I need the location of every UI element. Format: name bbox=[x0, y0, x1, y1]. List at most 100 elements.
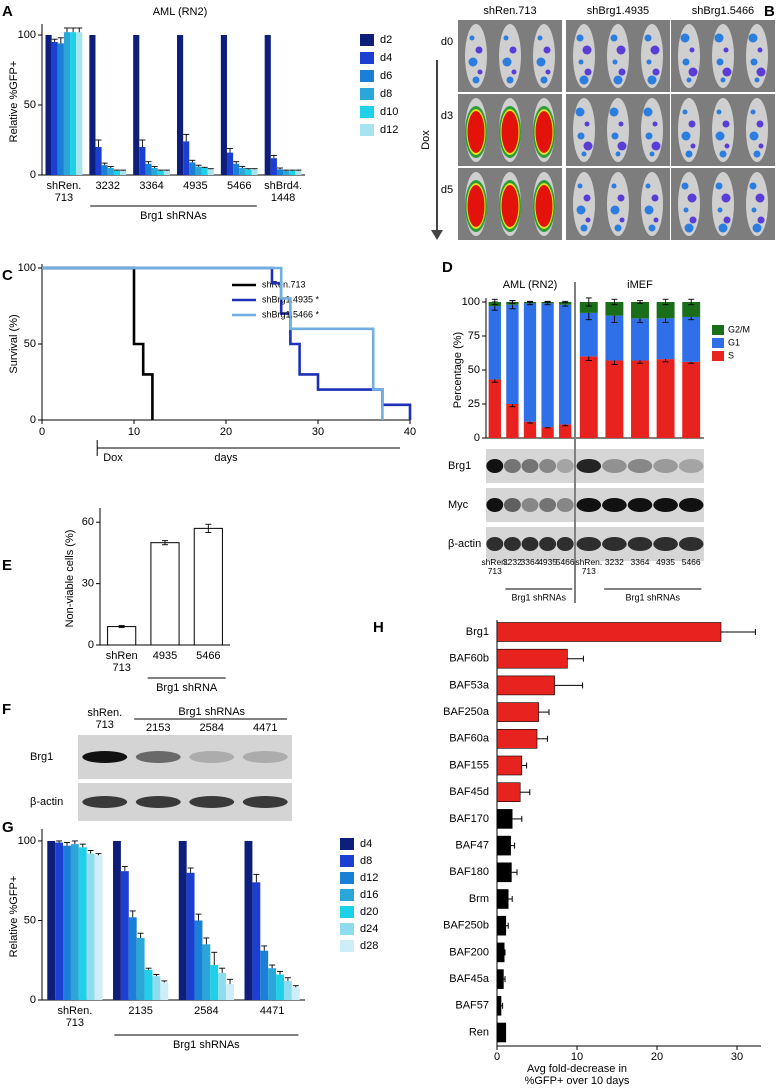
signal bbox=[610, 34, 618, 42]
y-tick-label: 50 bbox=[24, 338, 36, 350]
bar bbox=[260, 950, 269, 1000]
bar-segment bbox=[579, 302, 598, 313]
signal bbox=[683, 207, 689, 213]
bar bbox=[289, 170, 296, 175]
x-tick-label: 4935 bbox=[538, 558, 558, 567]
bar bbox=[496, 969, 504, 989]
legend-swatch bbox=[360, 34, 374, 46]
signal bbox=[689, 47, 695, 53]
x-tick-label-box: shRen. 713 bbox=[57, 1005, 92, 1029]
signal bbox=[756, 67, 766, 77]
annotation: Dox bbox=[103, 452, 123, 464]
blot-band bbox=[556, 537, 574, 551]
signal bbox=[617, 141, 627, 151]
x-tick-label: shRen. 713 bbox=[481, 558, 509, 576]
bar bbox=[220, 35, 227, 175]
signal bbox=[617, 194, 625, 202]
signal bbox=[644, 34, 652, 42]
blot-band bbox=[539, 498, 557, 512]
panel-letter: A bbox=[2, 3, 13, 20]
y-tick-label: 50 bbox=[468, 364, 480, 376]
x-tick-label: 40 bbox=[404, 426, 416, 438]
bar bbox=[94, 855, 103, 1000]
bar bbox=[496, 675, 555, 696]
panel-letter: F bbox=[2, 701, 11, 718]
bar bbox=[55, 842, 64, 1000]
x-tick-label: shRen. 713 bbox=[46, 180, 82, 204]
signal bbox=[716, 109, 722, 115]
legend-swatch bbox=[340, 872, 354, 884]
survival-line bbox=[42, 266, 154, 420]
y-tick-label: 25 bbox=[468, 398, 480, 410]
x-tick-label: 4935 bbox=[152, 650, 178, 662]
x-tick-label: shRen 713 bbox=[105, 650, 138, 674]
signal bbox=[646, 59, 652, 65]
x-tick-label: 10 bbox=[128, 426, 140, 438]
bar bbox=[291, 987, 300, 1000]
bar-segment bbox=[523, 421, 537, 438]
bar-segment bbox=[559, 424, 572, 438]
arrow-label: Dox bbox=[420, 130, 432, 150]
blot-band bbox=[576, 498, 602, 512]
x-tick-label: 30 bbox=[731, 1051, 743, 1063]
bar bbox=[283, 170, 290, 175]
blot-band bbox=[503, 537, 521, 551]
lane-label-box: 4471 bbox=[253, 722, 277, 734]
y-tick-label: 0 bbox=[30, 994, 36, 1006]
bar bbox=[95, 147, 102, 175]
signal bbox=[649, 151, 655, 157]
blot-band bbox=[521, 498, 539, 512]
bar bbox=[496, 835, 511, 856]
bar bbox=[202, 944, 211, 1000]
panel-letter: B bbox=[764, 3, 775, 20]
signal bbox=[511, 69, 517, 75]
bar-segment bbox=[682, 361, 701, 438]
signal bbox=[650, 45, 660, 55]
bar-segment bbox=[559, 304, 572, 425]
legend-swatch bbox=[360, 88, 374, 100]
bar bbox=[283, 980, 292, 1000]
bar-segment bbox=[523, 303, 537, 422]
signal bbox=[543, 46, 551, 54]
signal bbox=[509, 46, 517, 54]
blot-band bbox=[602, 459, 627, 473]
signal bbox=[682, 109, 688, 115]
signal bbox=[684, 223, 694, 233]
signal bbox=[689, 216, 697, 224]
bar bbox=[268, 968, 277, 1000]
bar-segment bbox=[605, 315, 624, 361]
blot-band bbox=[135, 751, 181, 763]
blot-band bbox=[82, 796, 128, 808]
bar bbox=[157, 170, 164, 175]
signal bbox=[686, 77, 692, 83]
bar-segment bbox=[656, 318, 675, 360]
signal bbox=[681, 131, 691, 141]
bar bbox=[160, 982, 169, 1000]
y-tick-label: 0 bbox=[474, 432, 480, 444]
bar bbox=[496, 862, 512, 883]
legend-swatch bbox=[340, 906, 354, 918]
blot-band bbox=[82, 751, 128, 763]
signal bbox=[611, 132, 619, 140]
bar bbox=[207, 169, 214, 175]
bar bbox=[252, 882, 261, 1000]
y-axis-label: Percentage (%) bbox=[452, 332, 464, 408]
x-tick-label: 30 bbox=[312, 426, 324, 438]
bar-segment bbox=[605, 360, 624, 438]
x-tick-label: 2584 bbox=[194, 1005, 219, 1017]
blot-row-label: β-actin bbox=[30, 796, 63, 808]
bar bbox=[189, 162, 196, 175]
bar bbox=[139, 147, 146, 175]
bar bbox=[193, 527, 223, 646]
panel-letter: G bbox=[2, 819, 14, 836]
y-tick-label: Brg1 bbox=[466, 626, 489, 638]
x-tick-label: 3232 bbox=[502, 558, 522, 567]
bar bbox=[76, 32, 83, 176]
x-tick-label-box: shBrd4. 1448 bbox=[264, 180, 302, 204]
x-tick-label-box: shRen. 713 bbox=[46, 180, 82, 204]
blot-band bbox=[539, 537, 557, 551]
signal bbox=[506, 76, 514, 84]
signal bbox=[751, 207, 757, 213]
legend-swatch bbox=[360, 70, 374, 82]
signal bbox=[651, 194, 659, 202]
